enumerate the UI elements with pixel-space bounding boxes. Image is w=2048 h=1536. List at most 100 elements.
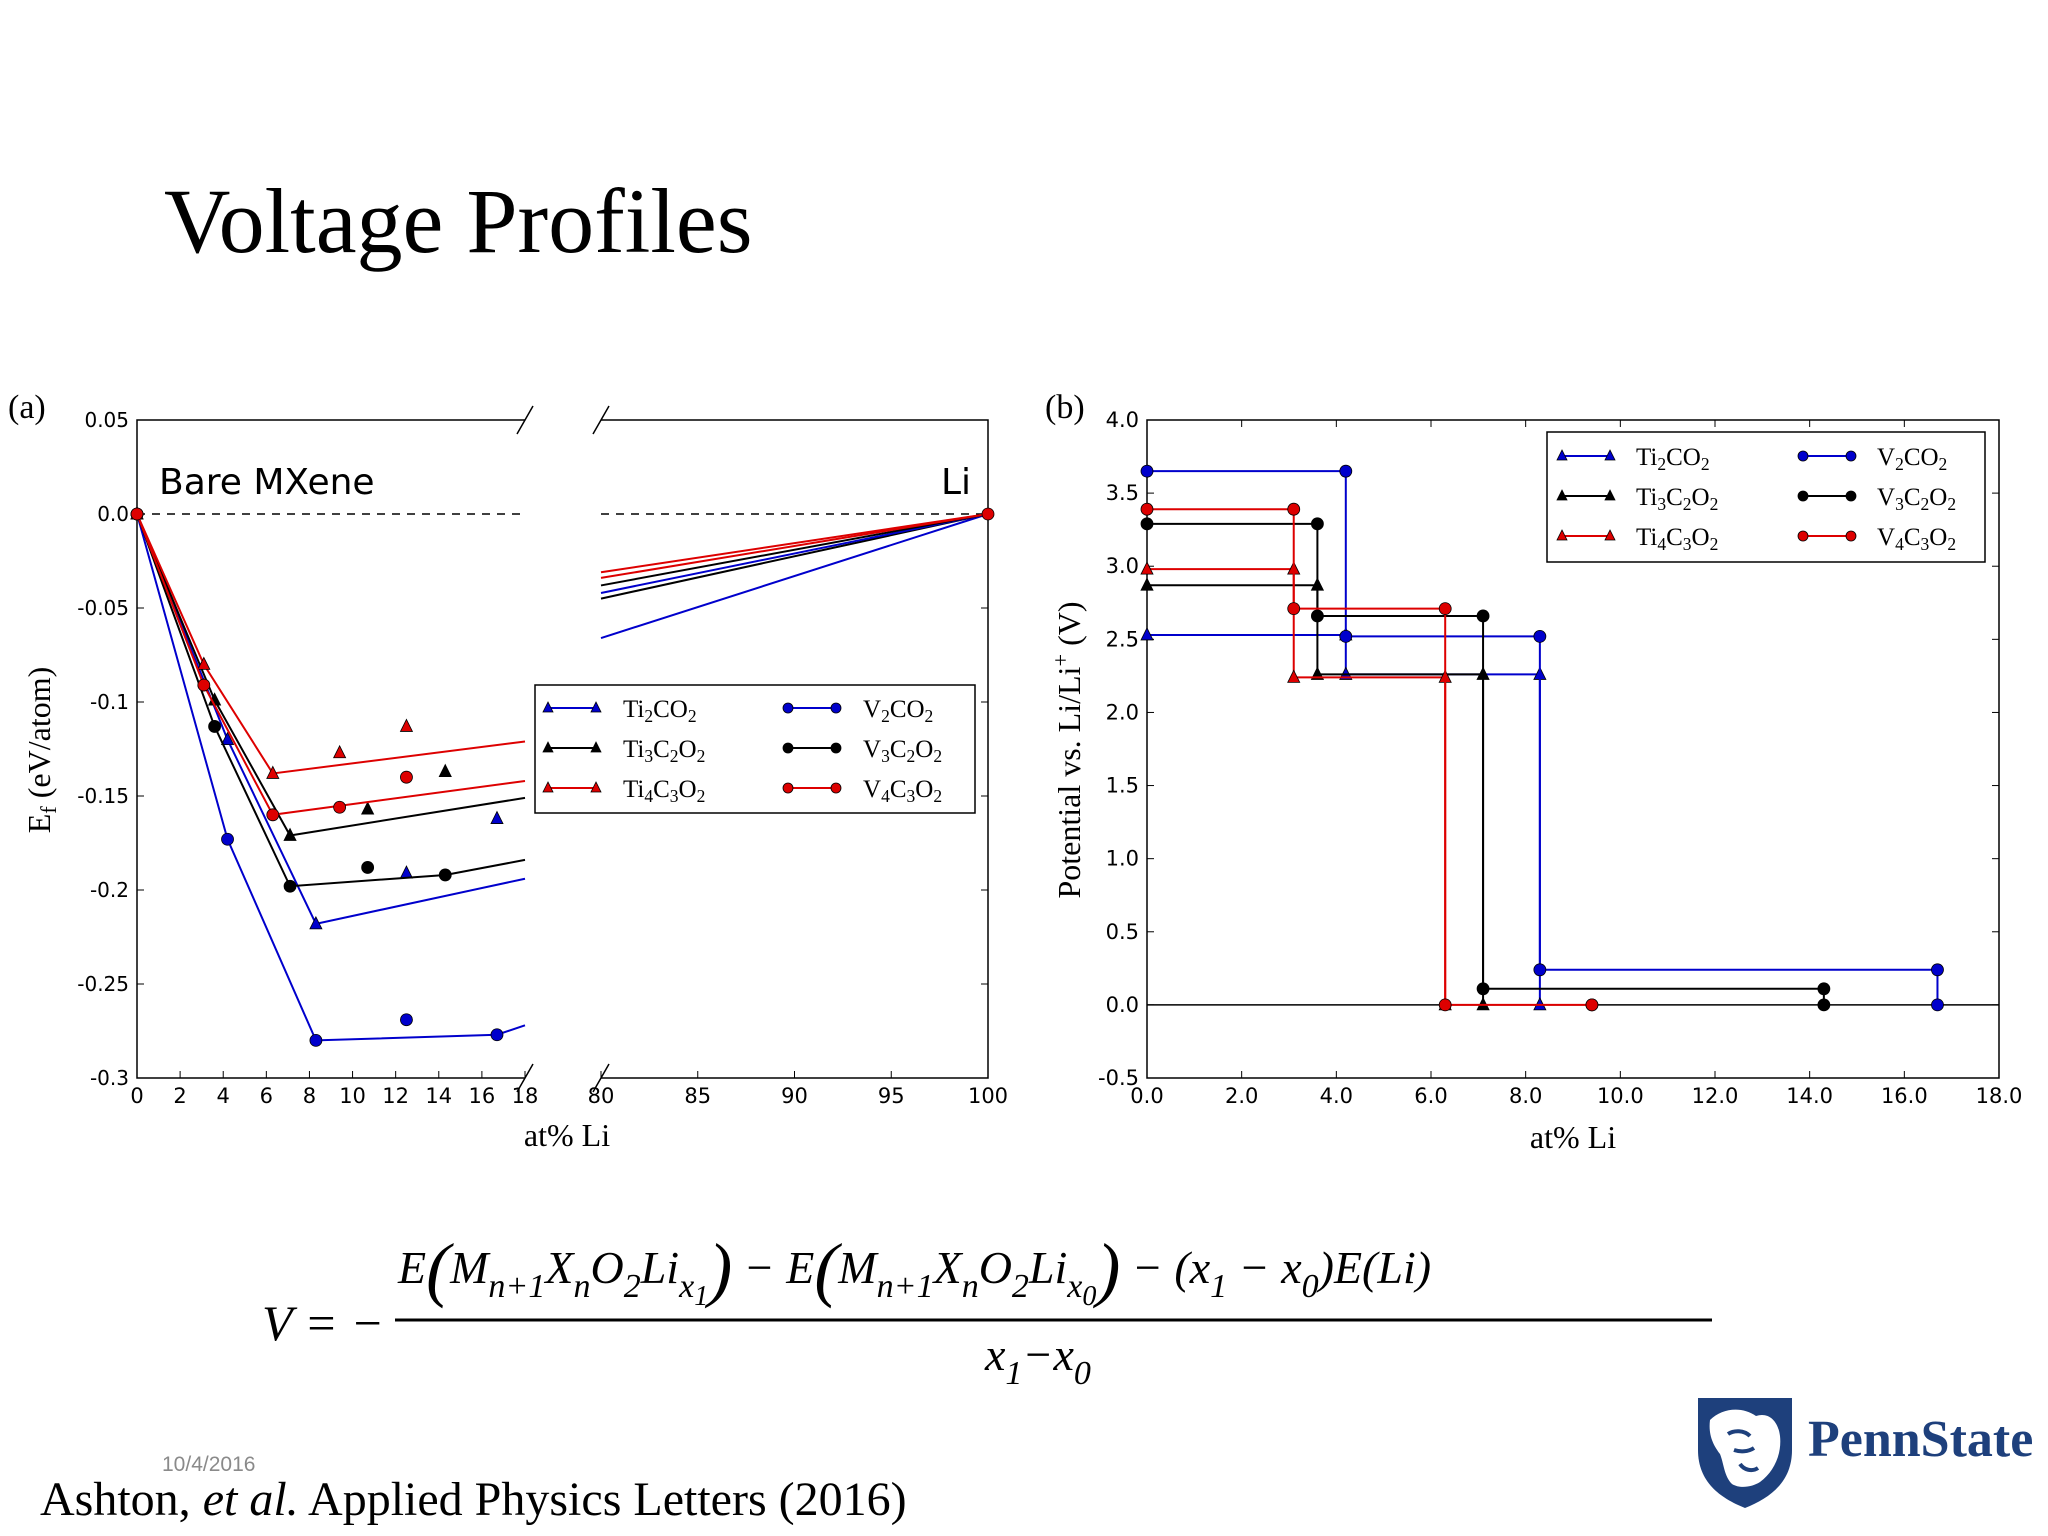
panel-a-ytick-label: 0.05 bbox=[84, 408, 129, 432]
panel-b-legend-marker bbox=[1556, 529, 1568, 541]
panel-b-legend-marker bbox=[1556, 489, 1568, 501]
formula-lhs: V = − bbox=[262, 1295, 384, 1351]
panel-b-ytick-label: 2.0 bbox=[1106, 700, 1139, 724]
panel-a-point-Ti3C2O2 bbox=[360, 801, 375, 815]
panel-a-axis-break-mark bbox=[516, 405, 534, 435]
panel-b-xtick-label: 14.0 bbox=[1786, 1084, 1833, 1108]
panel-a-annotation-bare-mxene: Bare MXene bbox=[159, 462, 375, 503]
panel-b-legend-label-V3C2O2: V3C2O2 bbox=[1877, 484, 1956, 514]
panel-a-ytick-label: 0.0 bbox=[97, 502, 129, 526]
panel-b-point-V4C3O2 bbox=[1585, 998, 1599, 1012]
panel-a-point-Ti4C3O2 bbox=[266, 765, 280, 779]
panel-b-legend-label-V4C3O2: V4C3O2 bbox=[1877, 524, 1956, 554]
panel-b-legend bbox=[1546, 431, 1986, 563]
panel-a-point-Ti4C3O2 bbox=[197, 656, 211, 670]
panel-b-legend-label-Ti3C2O2: Ti3C2O2 bbox=[1636, 484, 1718, 514]
slide-title: Voltage Profiles bbox=[164, 170, 753, 272]
panel-b-xtick-label: 4.0 bbox=[1320, 1084, 1353, 1108]
panel-a-xtick-label: 12 bbox=[382, 1084, 409, 1108]
panel-a-axis-break-mark bbox=[592, 405, 610, 435]
panel-a-xtick-label: 80 bbox=[588, 1084, 615, 1108]
panel-a-point-V2CO2 bbox=[309, 1034, 323, 1047]
panel-b-ylabel: Potential vs. Li/Li+ (V) bbox=[1048, 601, 1087, 898]
panel-b-ytick-label: 3.5 bbox=[1106, 481, 1139, 505]
panel-b-step-line-V4C3O2 bbox=[1147, 508, 1592, 1006]
panel-a-hull-line-V4C3O2 bbox=[136, 513, 526, 816]
panel-a-point-V3C2O2 bbox=[438, 868, 452, 882]
panel-a-legend-marker bbox=[542, 781, 554, 793]
panel-b-ytick-label: 1.0 bbox=[1106, 847, 1139, 871]
panel-b-frame bbox=[1146, 419, 2000, 1079]
panel-a-legend-marker bbox=[830, 782, 842, 794]
panel-a-legend-label-Ti4C3O2: Ti4C3O2 bbox=[623, 776, 705, 806]
panel-b-point-V2CO2 bbox=[1931, 998, 1944, 1012]
panel-b-point-Ti4C3O2 bbox=[1140, 561, 1154, 575]
panel-a-xtick-label: 90 bbox=[781, 1084, 808, 1108]
panel-b-point-V3C2O2 bbox=[1476, 609, 1490, 623]
panel-a-legend-label-V4C3O2: V4C3O2 bbox=[863, 776, 942, 806]
panel-a-point-V3C2O2 bbox=[283, 879, 297, 893]
panel-a-xtick-label: 10 bbox=[339, 1084, 366, 1108]
panel-b-legend-marker bbox=[1604, 489, 1616, 501]
citation: Ashton, et al. Applied Physics Letters (… bbox=[40, 1473, 907, 1526]
panel-a-xtick-label: 2 bbox=[173, 1084, 186, 1108]
panel-b-point-V4C3O2 bbox=[1438, 998, 1452, 1012]
panel-a-li-line-V3C2O2 bbox=[600, 513, 989, 587]
panel-b-xtick-label: 16.0 bbox=[1881, 1084, 1928, 1108]
panel-a-xtick-label: 16 bbox=[469, 1084, 496, 1108]
panel-b-ytick-label: -0.5 bbox=[1098, 1066, 1139, 1090]
panel-a-point-V4C3O2 bbox=[400, 770, 413, 784]
panel-b-point-V2CO2 bbox=[1339, 630, 1353, 643]
panel-b-point-Ti4C3O2 bbox=[1287, 669, 1301, 683]
panel-b-legend-label-Ti4C3O2: Ti4C3O2 bbox=[1636, 524, 1718, 554]
panel-a-point-Ti3C2O2 bbox=[283, 827, 297, 841]
panel-b-point-V3C2O2 bbox=[1817, 982, 1831, 996]
panel-a-point-V4C3O2 bbox=[266, 808, 280, 822]
panel-b-legend-marker bbox=[1845, 530, 1857, 542]
panel-a-point-V4C3O2 bbox=[197, 678, 211, 692]
panel-b-label: (b) bbox=[1045, 389, 1085, 426]
panel-a-legend-marker bbox=[782, 702, 794, 714]
panel-a-legend-marker bbox=[830, 742, 842, 754]
panel-b-xtick-label: 2.0 bbox=[1225, 1084, 1258, 1108]
panel-a-ylabel: Ef (eV/atom) bbox=[21, 667, 61, 834]
panel-b-legend-marker bbox=[1604, 449, 1616, 461]
panel-a-point-Ti4C3O2 bbox=[399, 718, 414, 732]
panel-a-point-Ti2CO2 bbox=[220, 731, 235, 745]
panel-a-point-Ti2CO2 bbox=[490, 810, 504, 824]
panel-b-xtick-label: 18.0 bbox=[1976, 1084, 2023, 1108]
panel-a-ytick-label: -0.3 bbox=[90, 1066, 129, 1090]
panel-b-point-V3C2O2 bbox=[1140, 517, 1154, 531]
panel-a-point-V3C2O2 bbox=[208, 720, 222, 733]
panel-b-point-V4C3O2 bbox=[1287, 602, 1301, 616]
panel-a-ytick-label: -0.1 bbox=[90, 690, 129, 714]
panel-b-point-V2CO2 bbox=[1339, 464, 1353, 478]
panel-b-point-V4C3O2 bbox=[1438, 602, 1452, 616]
panel-a-legend-marker bbox=[782, 782, 794, 794]
panel-b-point-V4C3O2 bbox=[1140, 502, 1154, 516]
panel-a-legend-marker bbox=[590, 741, 602, 753]
panel-b-ytick-label: 3.0 bbox=[1106, 554, 1139, 578]
panel-b-xtick-label: 10.0 bbox=[1597, 1084, 1644, 1108]
panel-a-xtick-label: 85 bbox=[684, 1084, 711, 1108]
panel-a-legend-label-V2CO2: V2CO2 bbox=[863, 696, 933, 726]
pennstate-shield-logo bbox=[1698, 1398, 1792, 1508]
panel-b-legend-label-Ti2CO2: Ti2CO2 bbox=[1636, 444, 1710, 474]
panel-b-xlabel: at% Li bbox=[1530, 1119, 1616, 1155]
panel-a-annotation-li: Li bbox=[941, 462, 971, 503]
slide-date: 10/4/2016 bbox=[162, 1453, 256, 1476]
panel-a-legend-marker bbox=[782, 742, 794, 754]
panel-a-li-line-V4C3O2 bbox=[600, 513, 989, 579]
panel-b-xtick-label: 0.0 bbox=[1130, 1084, 1163, 1108]
formula-denominator: x1−x0 bbox=[984, 1329, 1091, 1392]
panel-b-point-Ti3C2O2 bbox=[1140, 577, 1154, 591]
panel-a-label: (a) bbox=[8, 389, 46, 426]
panel-b-ytick-label: 0.5 bbox=[1106, 920, 1139, 944]
panel-a-legend-marker bbox=[542, 701, 554, 713]
panel-a-point-Ti2CO2 bbox=[309, 915, 323, 930]
panel-a-xtick-label: 6 bbox=[260, 1084, 273, 1108]
panel-a-point-V4C3O2 bbox=[130, 507, 144, 521]
panel-b-legend-marker bbox=[1797, 530, 1809, 542]
